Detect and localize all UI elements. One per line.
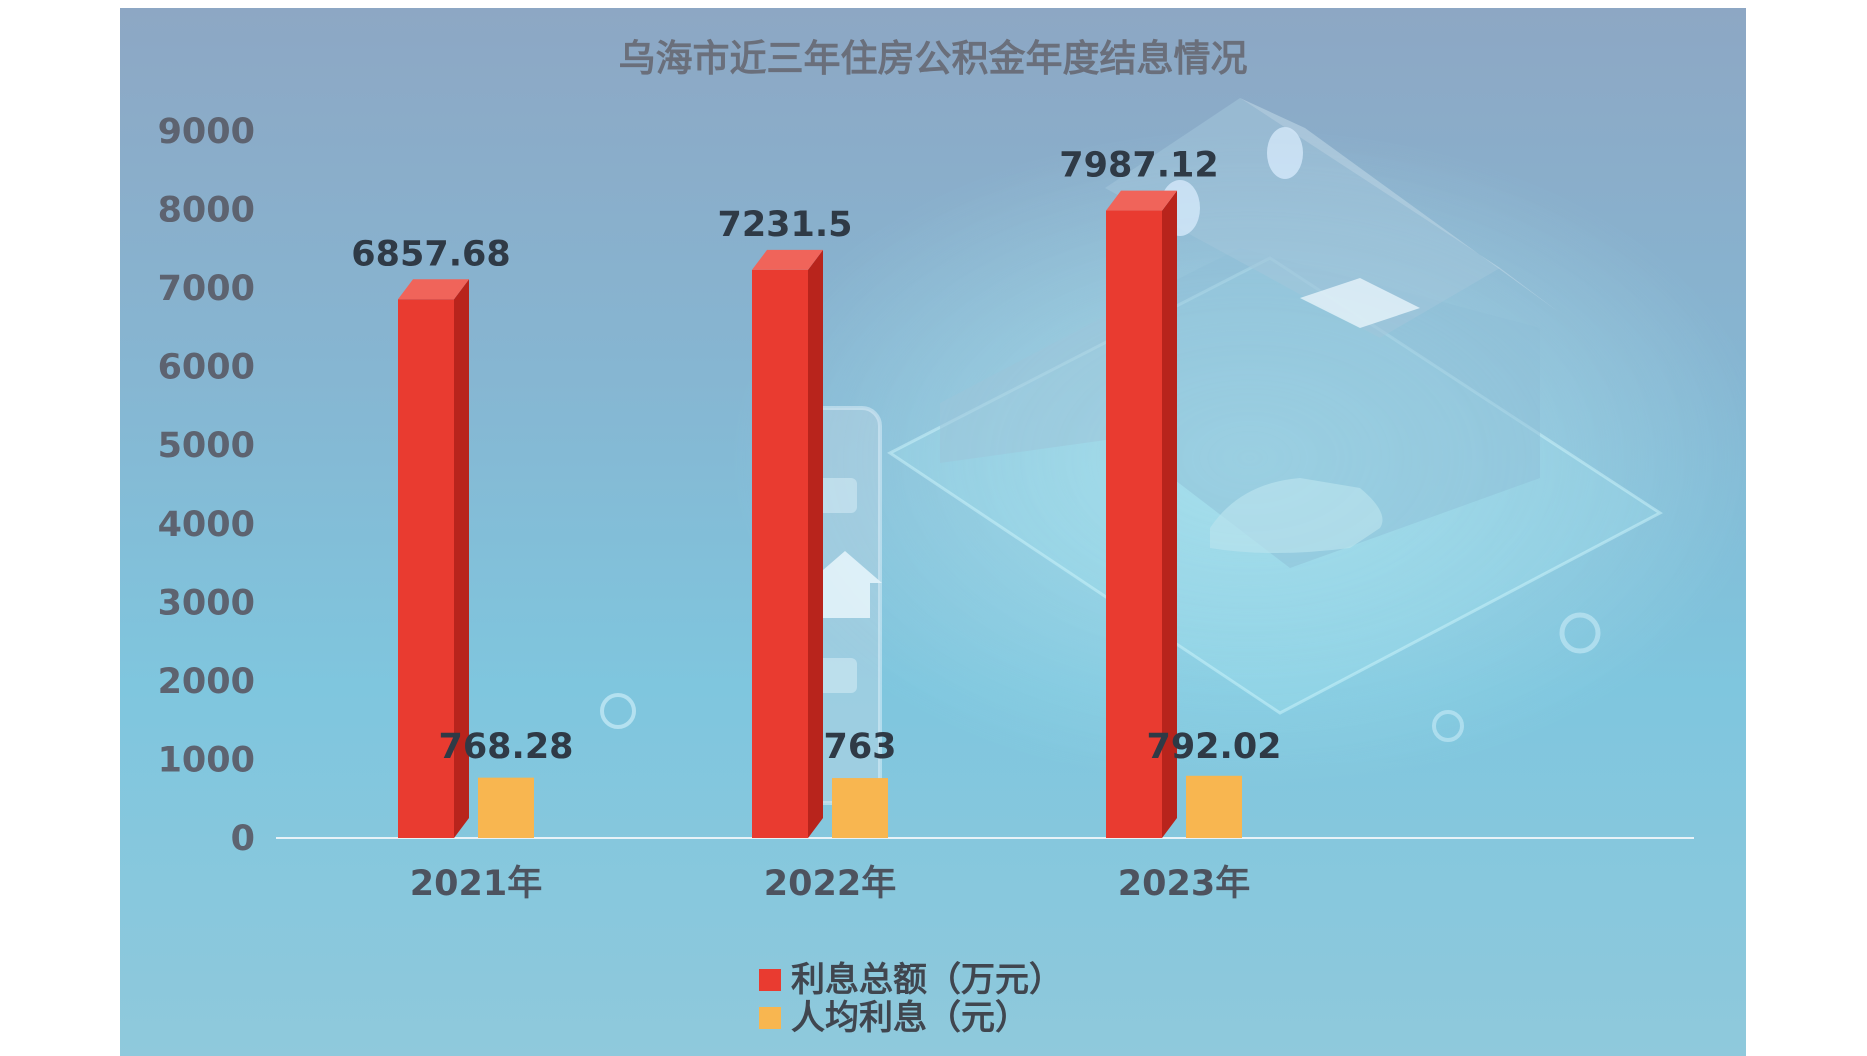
bar-top-face: [1106, 190, 1177, 211]
chart-title: 乌海市近三年住房公积金年度结息情况: [619, 37, 1248, 80]
legend-item: 利息总额（万元）: [759, 960, 1063, 1000]
data-label: 768.28: [438, 727, 573, 767]
data-label: 763: [823, 727, 896, 767]
bar-front-face: [752, 269, 808, 838]
bar-chart: 乌海市近三年住房公积金年度结息情况 0 1000 2000 3000 4000 5000 6…: [158, 37, 1746, 1038]
legend-swatch: [759, 969, 781, 991]
x-axis: 2021年 2022年 2023年: [410, 864, 1250, 904]
y-tick-label: 8000: [158, 191, 255, 231]
chart-panel: 乌海市近三年住房公积金年度结息情况 0 1000 2000 3000 4000 5000 6…: [120, 8, 1746, 1056]
bar-side-face: [454, 279, 469, 838]
legend-item: 人均利息（元）: [759, 998, 1029, 1038]
bar-front-face: [832, 778, 888, 838]
y-tick-label: 5000: [158, 426, 255, 466]
x-tick-label: 2021年: [410, 864, 542, 904]
bar-side-face: [808, 249, 823, 838]
x-tick-label: 2022年: [764, 864, 896, 904]
y-tick-label: 7000: [158, 269, 255, 309]
bar-per-capita-interest: [1186, 775, 1242, 838]
y-tick-label: 2000: [158, 662, 255, 702]
data-label: 7231.5: [717, 205, 852, 245]
bar-top-face: [752, 249, 823, 270]
y-tick-label: 6000: [158, 348, 255, 388]
bar-front-face: [1106, 210, 1162, 838]
x-tick-label: 2023年: [1118, 864, 1250, 904]
bar-per-capita-interest: [832, 778, 888, 838]
y-tick-label: 4000: [158, 505, 255, 545]
y-tick-label: 9000: [158, 112, 255, 152]
bar-front-face: [1186, 775, 1242, 838]
data-labels: 6857.68 7231.5 7987.12 768.28 763 792.02: [351, 146, 1281, 767]
legend: 利息总额（万元）人均利息（元）: [759, 960, 1063, 1038]
bar-total-interest: [398, 279, 469, 838]
bar-series: [398, 190, 1242, 838]
bar-top-face: [398, 279, 469, 300]
data-label: 6857.68: [351, 234, 510, 274]
bar-front-face: [478, 777, 534, 838]
y-tick-label: 0: [231, 819, 255, 859]
legend-label: 利息总额（万元）: [791, 960, 1063, 1000]
bar-total-interest: [1106, 190, 1177, 838]
bar-side-face: [1162, 190, 1177, 838]
data-label: 7987.12: [1059, 146, 1218, 186]
y-axis: 0 1000 2000 3000 4000 5000 6000 7000 8000 9000: [158, 112, 255, 859]
y-tick-label: 3000: [158, 583, 255, 623]
data-label: 792.02: [1146, 727, 1281, 767]
bar-front-face: [398, 299, 454, 838]
y-tick-label: 1000: [158, 740, 255, 780]
legend-label: 人均利息（元）: [791, 998, 1029, 1038]
bar-per-capita-interest: [478, 777, 534, 838]
bar-total-interest: [752, 249, 823, 838]
legend-swatch: [759, 1007, 781, 1029]
